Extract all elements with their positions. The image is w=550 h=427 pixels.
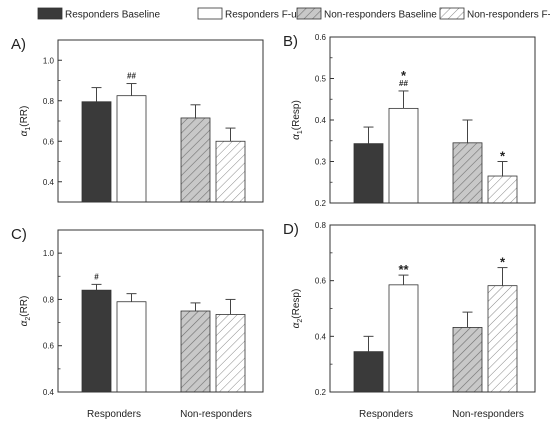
y-tick-label: 0.4 (315, 332, 327, 341)
legend-label: Responders Baseline (65, 10, 160, 21)
significance-marker: ## (399, 79, 408, 88)
y-tick-label: 0.8 (43, 295, 55, 304)
y-tick-label: 1.0 (43, 56, 55, 65)
legend-swatch (197, 7, 223, 20)
x-tick-label: Non-responders (452, 409, 524, 420)
y-tick-label: 0.6 (43, 137, 55, 146)
bar-non-responders-baseline (180, 310, 211, 393)
panels: A) 0.4 0.6 0.8 1.0 α1(RR) ## B) 0.2 0.3 0.4 0.5 0.6 α… (11, 33, 536, 420)
panel-c: C) 0.4 0.6 0.8 1.0 α2(RR) # Responders Non-respo… (11, 226, 264, 420)
significance-marker: * (500, 149, 506, 164)
panel-letter: D) (283, 221, 299, 238)
bar-responders-f-up (116, 301, 147, 393)
bar-responders-f-up (388, 107, 419, 204)
plot-frame (329, 224, 536, 393)
bar-non-responders-f-up (487, 285, 518, 393)
y-tick-label: 0.4 (43, 178, 55, 187)
bar-responders-baseline (353, 143, 384, 204)
bar-non-responders-f-up (215, 314, 246, 393)
y-tick-label: 0.2 (315, 199, 327, 208)
y-tick-label: 0.2 (315, 388, 327, 397)
bar-non-responders-baseline (452, 142, 483, 204)
legend-swatch (37, 7, 63, 20)
plot-frame (57, 229, 264, 393)
legend-swatch (439, 7, 465, 20)
significance-marker: * (500, 255, 506, 270)
legend-label: Responders F-up (225, 10, 303, 21)
significance-marker: * (401, 68, 407, 83)
y-tick-label: 0.5 (315, 75, 327, 84)
plot-frame (329, 36, 536, 204)
x-tick-label: Responders (359, 409, 413, 420)
panel-letter: B) (283, 33, 298, 50)
bar-responders-baseline (81, 101, 112, 203)
x-tick-label: Responders (87, 409, 141, 420)
y-tick-label: 0.6 (315, 277, 327, 286)
bar-non-responders-baseline (452, 327, 483, 393)
y-tick-label: 0.8 (43, 97, 55, 106)
significance-marker: # (94, 272, 99, 281)
bar-non-responders-f-up (215, 140, 246, 203)
significance-marker: ## (127, 72, 136, 81)
bar-responders-f-up (116, 95, 147, 203)
panel-letter: A) (11, 36, 26, 53)
panel-letter: C) (11, 226, 27, 243)
legend-item-2: Responders F-up (197, 7, 303, 21)
y-tick-label: 0.6 (43, 342, 55, 351)
legend-item-1: Responders Baseline (37, 7, 160, 21)
y-axis-label: α2(Resp) (291, 289, 304, 329)
y-axis-label: α1(Resp) (291, 100, 304, 140)
bar-non-responders-f-up (487, 175, 518, 204)
bar-responders-f-up (388, 284, 419, 393)
y-tick-label: 0.8 (315, 221, 327, 230)
bar-responders-baseline (81, 289, 112, 393)
y-axis-label: α1(RR) (19, 106, 32, 137)
legend-item-3: Non-responders Baseline (296, 7, 437, 21)
x-tick-label: Non-responders (180, 409, 252, 420)
bar-non-responders-baseline (180, 117, 211, 203)
y-tick-label: 0.4 (315, 116, 327, 125)
y-tick-label: 0.6 (315, 33, 327, 42)
legend-label: Non-responders F-up (467, 10, 550, 21)
significance-marker: ** (398, 262, 409, 277)
y-axis-label: α2(RR) (19, 296, 32, 327)
panel-a: A) 0.4 0.6 0.8 1.0 α1(RR) ## (11, 36, 264, 203)
legend-swatch (296, 7, 322, 20)
plot-frame (57, 39, 264, 203)
y-tick-label: 0.3 (315, 158, 327, 167)
legend: Responders Baseline Responders F-up Non-re… (37, 7, 550, 21)
y-tick-label: 0.4 (43, 388, 55, 397)
legend-item-4: Non-responders F-up (439, 7, 550, 21)
bar-responders-baseline (353, 351, 384, 393)
y-tick-label: 1.0 (43, 249, 55, 258)
panel-d: D)0.20.40.60.8α2(Resp)***Responders Non-r… (283, 221, 536, 420)
legend-label: Non-responders Baseline (324, 10, 437, 21)
panel-b: B)0.20.30.40.50.6α1(Resp)*##* (283, 33, 536, 208)
